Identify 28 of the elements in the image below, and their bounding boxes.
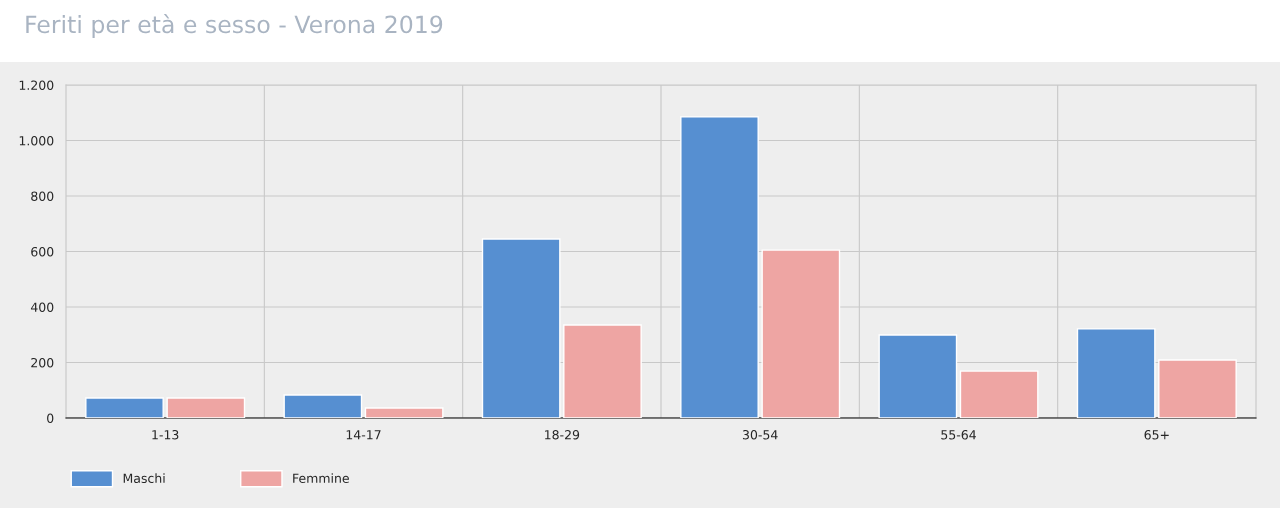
x-tick-label: 18-29 <box>545 430 580 440</box>
bar <box>481 238 561 418</box>
x-tick-label: 1-13 <box>152 430 179 440</box>
bar <box>959 370 1039 418</box>
y-tick-label: 800 <box>31 191 54 201</box>
bar <box>283 394 363 418</box>
bar <box>1158 359 1237 418</box>
y-tick-label: 0 <box>47 413 54 423</box>
y-tick-label: 1.000 <box>19 135 54 146</box>
bar <box>364 407 444 418</box>
bar <box>1076 328 1156 418</box>
bar <box>563 324 642 418</box>
legend-label: Maschi <box>123 473 165 483</box>
x-tick-label: 65+ <box>1144 430 1169 440</box>
bar <box>761 249 841 418</box>
bar <box>878 334 958 418</box>
y-tick-label: 200 <box>31 357 54 368</box>
bar <box>166 397 246 418</box>
bar <box>85 397 164 418</box>
chart-title: Feriti per età e sesso - Verona 2019 <box>26 14 443 38</box>
bar <box>680 116 759 418</box>
x-tick-label: 30-54 <box>742 430 778 440</box>
y-tick-label: 400 <box>30 302 54 312</box>
x-tick-label: 14-17 <box>346 430 381 440</box>
x-tick-label: 55-64 <box>941 430 976 440</box>
y-tick-label: 600 <box>31 246 54 257</box>
legend-label: Femmine <box>293 473 349 483</box>
y-tick-label: 1.200 <box>19 80 54 90</box>
